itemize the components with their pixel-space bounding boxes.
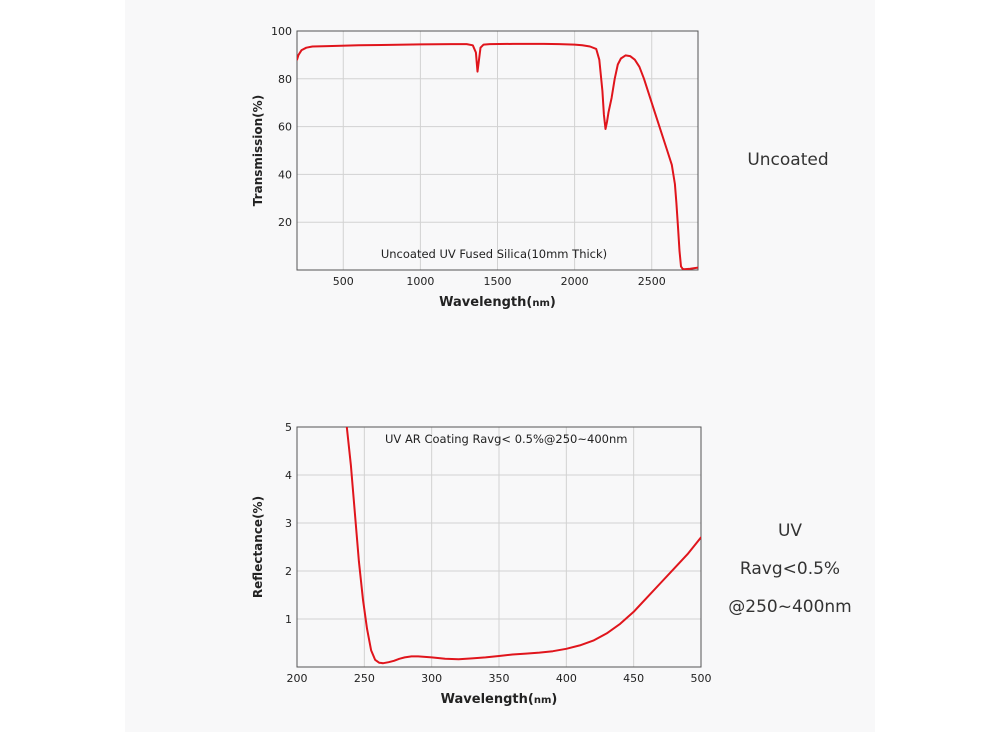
x-tick-label: 500 bbox=[333, 275, 354, 288]
content-panel bbox=[125, 0, 875, 732]
x-axis-label: Wavelength(nm) bbox=[439, 295, 556, 310]
uv-label-line: UV bbox=[777, 521, 803, 541]
ravg-label-line: Ravg<0.5% bbox=[739, 559, 841, 579]
x-tick-label: 400 bbox=[556, 672, 577, 685]
x-tick-label: 200 bbox=[287, 672, 308, 685]
uncoated-label-line: Uncoated bbox=[747, 150, 829, 170]
x-axis-unit: nm bbox=[532, 298, 550, 309]
y-tick-label: 5 bbox=[285, 421, 292, 434]
uv-coating-label: UV Ravg<0.5% @250~400nm bbox=[710, 512, 870, 626]
y-tick-label: 20 bbox=[278, 216, 292, 229]
x-tick-label: 450 bbox=[623, 672, 644, 685]
y-axis-label: Transmission(%) bbox=[251, 95, 265, 206]
y-tick-label: 4 bbox=[285, 469, 292, 482]
chart-title: Uncoated UV Fused Silica(10mm Thick) bbox=[381, 247, 607, 261]
x-tick-label: 2500 bbox=[638, 275, 666, 288]
series-line bbox=[297, 42, 698, 270]
y-tick-label: 80 bbox=[278, 73, 292, 86]
x-tick-label: 300 bbox=[421, 672, 442, 685]
chart-title: UV AR Coating Ravg< 0.5%@250~400nm bbox=[385, 432, 627, 446]
series-line bbox=[345, 427, 701, 665]
plot-frame bbox=[296, 30, 699, 271]
y-tick-label: 60 bbox=[278, 121, 292, 134]
x-tick-label: 2000 bbox=[561, 275, 589, 288]
x-tick-label: 350 bbox=[489, 672, 510, 685]
plot-frame bbox=[296, 426, 702, 668]
y-tick-label: 40 bbox=[278, 168, 292, 181]
y-tick-label: 1 bbox=[285, 613, 292, 626]
uncoated-label: Uncoated bbox=[720, 150, 856, 170]
transmission-chart: 500 1000 1500 2000 2500 20 40 60 80 100 Wavelength… bbox=[251, 25, 699, 310]
x-axis-unit: nm bbox=[534, 695, 552, 706]
x-tick-label: 250 bbox=[354, 672, 375, 685]
x-tick-label: 1000 bbox=[406, 275, 434, 288]
y-tick-label: 3 bbox=[285, 517, 292, 530]
x-axis-label: Wavelength(nm) bbox=[441, 692, 558, 707]
y-tick-label: 100 bbox=[271, 25, 292, 38]
x-tick-label: 1500 bbox=[484, 275, 512, 288]
y-tick-label: 2 bbox=[285, 565, 292, 578]
range-label-line: @250~400nm bbox=[728, 597, 852, 617]
x-tick-label: 500 bbox=[691, 672, 712, 685]
y-axis-label: Reflectance(%) bbox=[251, 496, 265, 598]
